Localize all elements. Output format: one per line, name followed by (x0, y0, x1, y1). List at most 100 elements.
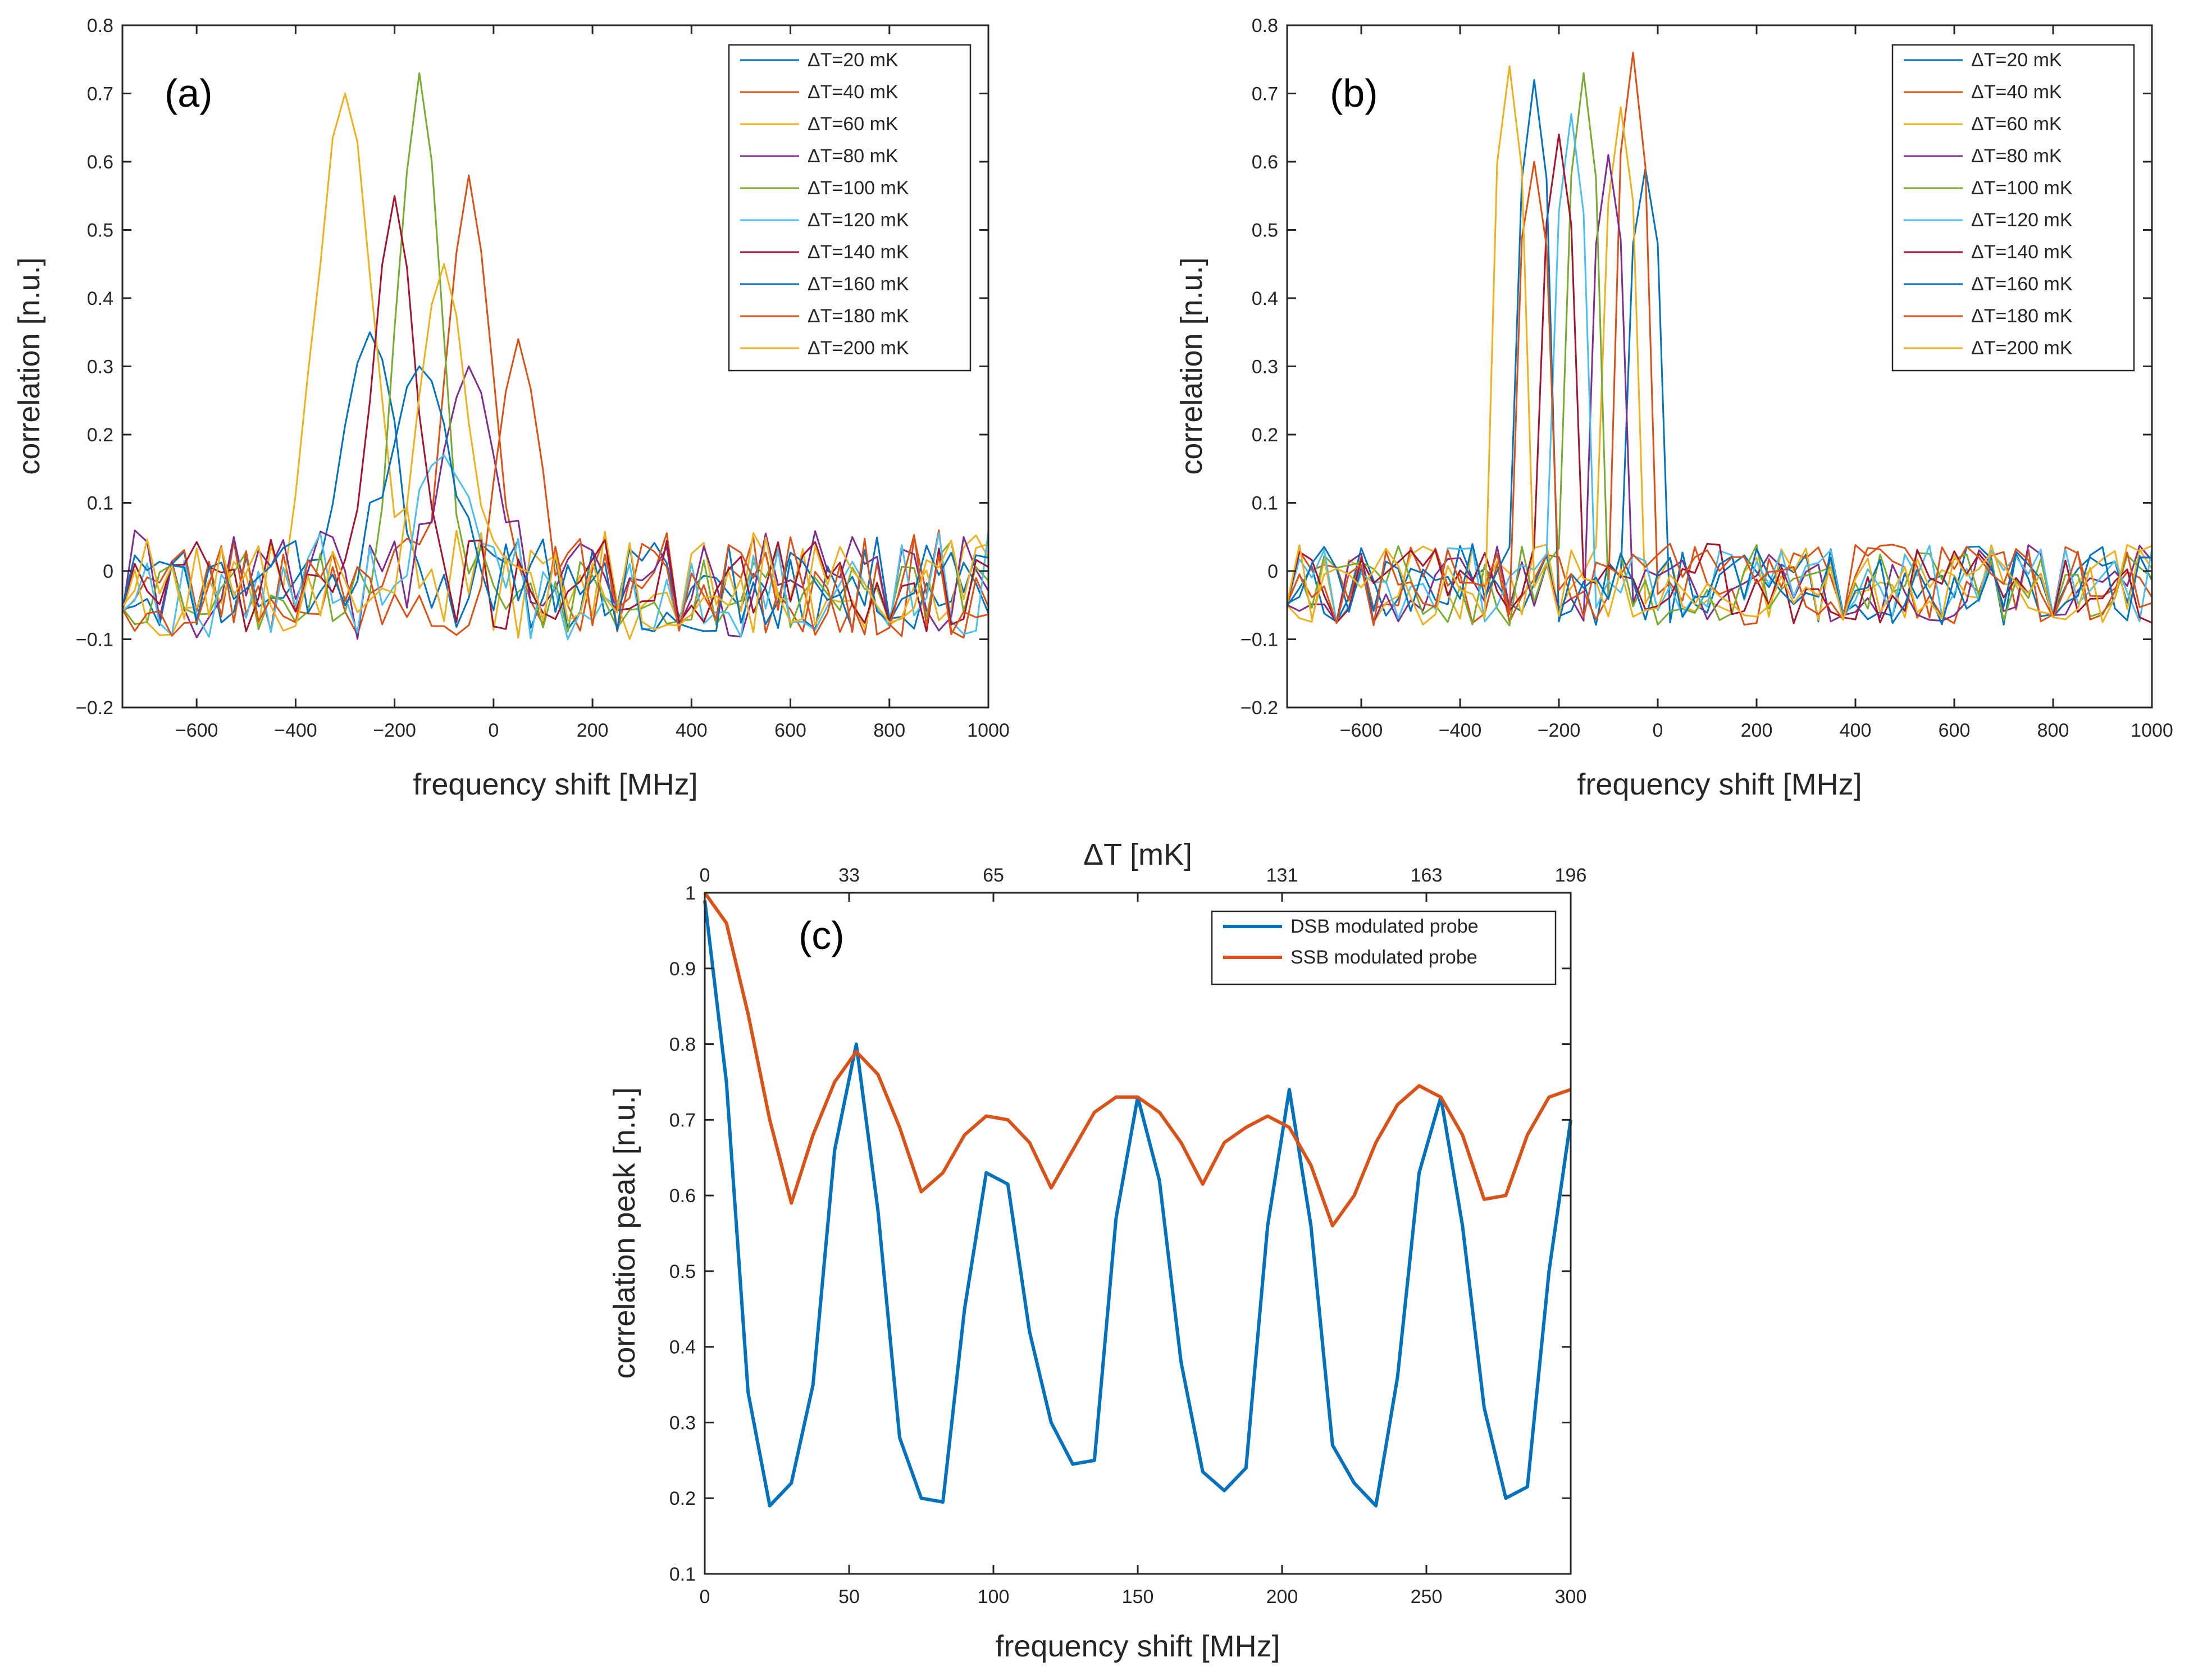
x-ticks-c: 0 50 100 150 200 250 300 (700, 893, 1587, 1608)
x-tick-label: 800 (2037, 720, 2069, 741)
y-tick-label: 0 (1267, 561, 1278, 582)
legend-entry: ΔT=40 mK (1971, 81, 2062, 103)
x-tick-label: 1000 (2131, 720, 2173, 741)
plot-area-c (703, 892, 1572, 1508)
y-tick-label: 0.5 (1252, 220, 1278, 241)
series-line-1 (1286, 167, 2153, 626)
axes-frame-c (704, 892, 1572, 1575)
panel-label-c: (c) (799, 914, 845, 957)
y-tick-label: 0.2 (1252, 424, 1278, 446)
panel-label-b: (b) (1330, 71, 1378, 115)
y-tick-label: 0.8 (1252, 15, 1278, 36)
legend-entry: ΔT=20 mK (1971, 49, 2062, 71)
legend-b: ΔT=20 mK ΔT=40 mK ΔT=60 mK ΔT=80 mK ΔT=100 m… (1891, 44, 2135, 372)
y-tick-label: 0.3 (1252, 357, 1278, 378)
x-tick-label: −200 (373, 720, 416, 741)
x-tick-label: 400 (676, 720, 708, 741)
x-axis-label-c: frequency shift [MHz] (995, 1629, 1280, 1663)
legend-entry: ΔT=180 mK (1971, 305, 2073, 327)
chart-c: 0 50 100 150 200 250 300 0 33 65 131 163 196 0.1 0.2… (608, 838, 1586, 1663)
series-line-3 (1286, 106, 2153, 623)
chart-b: −600 −400 −200 0 200 400 600 800 1000 −0.2 −0.1 0 0… (1175, 15, 2173, 801)
x-ticks-a: −600 −400 −200 0 200 400 600 800 1000 (175, 25, 1010, 741)
series-line-8 (121, 366, 989, 632)
panel-label-a: (a) (165, 71, 213, 115)
y-tick-label: 0.1 (1252, 493, 1278, 514)
y-tick-label: 0.7 (1252, 84, 1278, 105)
x-tick-label: 600 (774, 720, 806, 741)
x-ticks-b: −600 −400 −200 0 200 400 600 800 1000 (1340, 25, 2173, 741)
x-tick-label: 200 (577, 720, 609, 741)
y-tick-label: 0.7 (87, 84, 113, 105)
legend-entry: ΔT=20 mK (808, 49, 899, 71)
y-tick-label: 0.2 (669, 1488, 696, 1509)
y-tick-label: −0.1 (1241, 629, 1278, 651)
y-tick-label: 0.5 (669, 1261, 696, 1282)
legend-entry: ΔT=60 mK (808, 113, 899, 135)
y-tick-label: 0.9 (669, 958, 696, 980)
x-tick-label: −400 (1439, 720, 1482, 741)
series-line-2 (703, 892, 1571, 1227)
series-line-9 (121, 338, 989, 637)
y-ticks-a: −0.2 −0.1 0 0.1 0.2 0.3 0.4 0.5 0.6 0.7 0.8 (76, 15, 988, 719)
legend-entry: ΔT=200 mK (808, 337, 909, 359)
legend-box (1211, 910, 1557, 985)
top-x-axis-label-c: ΔT [mK] (1083, 838, 1192, 871)
series-line-1 (703, 900, 1572, 1508)
series-line-7 (121, 195, 989, 632)
x-tick-label: 0 (1653, 720, 1663, 741)
series-line-5 (1286, 72, 2152, 627)
y-tick-label: −0.2 (76, 697, 113, 719)
y-tick-label: 0.2 (87, 424, 113, 446)
y-tick-label: 0.6 (669, 1185, 696, 1207)
y-tick-label: 0.7 (669, 1110, 696, 1131)
x-axis-label-b: frequency shift [MHz] (1577, 768, 1862, 801)
series-line-10 (1286, 65, 2152, 626)
y-tick-label: 0.4 (669, 1337, 696, 1358)
x-tick-label: 300 (1555, 1586, 1587, 1608)
x-tick-label: −600 (1340, 720, 1383, 741)
y-ticks-b: −0.2 −0.1 0 0.1 0.2 0.3 0.4 0.5 0.6 0.7 0.8 (1241, 15, 2152, 719)
series-line-10 (121, 263, 989, 633)
x-tick-label: −600 (175, 720, 218, 741)
legend-entry: ΔT=180 mK (808, 305, 909, 327)
legend-entry: ΔT=60 mK (1971, 113, 2062, 135)
chart-a: −600 −400 −200 0 200 400 600 800 1000 −0.2 −0.1 0 0… (12, 15, 1010, 801)
top-x-tick-label: 0 (700, 865, 710, 886)
x-axis-label-a: frequency shift [MHz] (413, 768, 697, 801)
top-x-tick-label: 33 (838, 865, 860, 886)
y-axis-label-a: correlation [n.u.] (12, 257, 46, 474)
y-axis-label-b: correlation [n.u.] (1175, 257, 1208, 474)
legend-entry: ΔT=40 mK (808, 81, 899, 103)
y-tick-label: 0.4 (87, 288, 113, 309)
x-tick-label: 800 (873, 720, 905, 741)
legend-entry: DSB modulated probe (1290, 916, 1479, 937)
legend-entry: ΔT=80 mK (1971, 145, 2062, 167)
legend-entry: SSB modulated probe (1290, 947, 1477, 968)
y-axis-label-c: correlation peak [n.u.] (608, 1087, 641, 1378)
legend-entry: ΔT=100 mK (808, 177, 909, 199)
legend-entry: ΔT=160 mK (1971, 273, 2073, 295)
legend-c: DSB modulated probe SSB modulated probe (1211, 910, 1557, 985)
top-x-tick-label: 131 (1266, 865, 1298, 886)
x-tick-label: 1000 (967, 720, 1010, 741)
legend-entry: ΔT=140 mK (808, 241, 909, 263)
legend-entry: ΔT=120 mK (808, 209, 909, 231)
x-tick-label: 200 (1266, 1586, 1298, 1608)
x-tick-label: −200 (1538, 720, 1581, 741)
x-tick-label: 200 (1741, 720, 1773, 741)
y-tick-label: −0.2 (1241, 697, 1278, 719)
plot-area-a (121, 72, 989, 640)
y-tick-label: 0.1 (669, 1564, 696, 1585)
plot-area-b (1286, 52, 2153, 627)
y-tick-label: 0.6 (1252, 152, 1278, 173)
y-tick-label: 0.4 (1252, 288, 1278, 309)
y-ticks-c: 0.1 0.2 0.3 0.4 0.5 0.6 0.7 0.8 0.9 1 (669, 883, 1571, 1585)
x-tick-label: 250 (1411, 1586, 1443, 1608)
top-x-ticks-c: 0 33 65 131 163 196 (700, 865, 1587, 886)
y-tick-label: 0.3 (669, 1412, 696, 1434)
x-tick-label: −400 (274, 720, 317, 741)
legend-entry: ΔT=100 mK (1971, 177, 2073, 199)
y-tick-label: 0.8 (87, 15, 113, 36)
x-tick-label: 0 (700, 1586, 710, 1608)
